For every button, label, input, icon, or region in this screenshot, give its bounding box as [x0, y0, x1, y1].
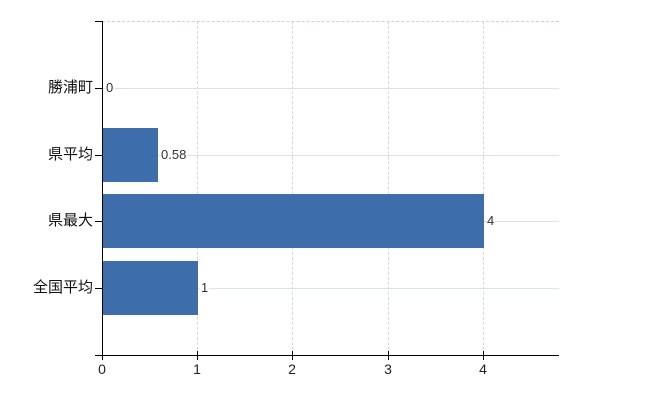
y-tick	[95, 288, 103, 289]
category-label: 県平均	[47, 146, 93, 163]
y-tick	[95, 88, 103, 89]
bar-value-label: 0	[105, 80, 115, 96]
h-gridline	[103, 88, 559, 89]
bar	[103, 128, 158, 182]
bar	[103, 261, 198, 315]
bar-value-label: 1	[200, 280, 210, 296]
x-tick-label: 4	[479, 361, 487, 377]
x-axis-line	[95, 355, 559, 356]
category-label: 県最大	[47, 212, 93, 229]
v-gridline	[292, 21, 293, 355]
h-gridline	[103, 288, 559, 289]
bar-value-label: 0.58	[160, 147, 188, 163]
bar-value-label: 4	[486, 213, 496, 229]
v-gridline	[197, 21, 198, 355]
category-label: 全国平均	[32, 279, 93, 296]
h-gridline	[103, 155, 559, 156]
x-tick-label: 3	[384, 361, 392, 377]
x-tick-label: 2	[288, 361, 296, 377]
plot-top-border	[102, 21, 559, 22]
v-gridline	[483, 21, 484, 355]
x-tick	[388, 351, 389, 360]
x-tick	[197, 351, 198, 360]
x-tick-label: 1	[193, 361, 201, 377]
x-tick-label: 0	[98, 361, 106, 377]
x-tick	[102, 351, 103, 360]
x-tick	[292, 351, 293, 360]
v-gridline	[388, 21, 389, 355]
y-axis-line	[102, 21, 103, 355]
y-tick	[95, 21, 103, 22]
category-label: 勝浦町	[47, 79, 93, 96]
x-tick	[483, 351, 484, 360]
bar	[103, 194, 484, 248]
y-tick	[95, 155, 103, 156]
plot-area: 0 0.58 4 1	[103, 21, 559, 355]
y-tick	[95, 221, 103, 222]
